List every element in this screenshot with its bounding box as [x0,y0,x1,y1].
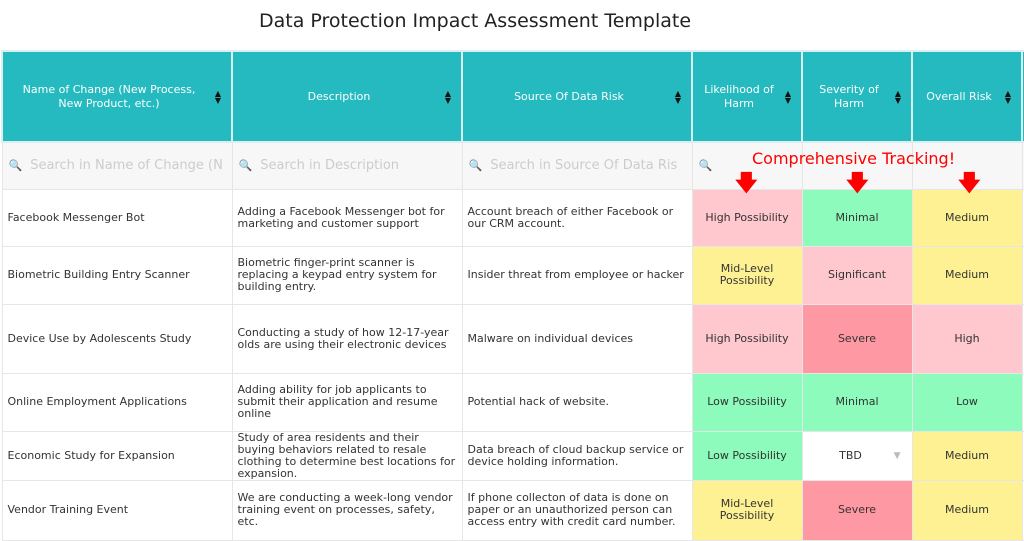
cell-description[interactable]: Adding a Facebook Messenger bot for mark… [231,188,463,247]
search-icon: 🔍 [8,158,23,172]
cell-overall[interactable]: Low [911,372,1023,432]
cell-source[interactable]: Potential hack of website. [461,372,693,432]
search-icon: 🔍 [238,158,253,172]
page-title: Data Protection Impact Assessment Templa… [258,10,692,32]
arrow-down-icon: 🡇 [735,171,758,196]
table-row: Online Employment Applications Adding abi… [1,372,1024,432]
dropdown-arrow-icon[interactable]: ▼ [893,450,901,461]
table-row: Facebook Messenger Bot Adding a Facebook … [1,188,1024,247]
cell-description[interactable]: We are conducting a week-long vendor tra… [231,479,463,541]
cell-description[interactable]: Study of area residents and their buying… [231,430,463,481]
arrow-down-icon: 🡇 [846,171,869,196]
cell-likelihood[interactable]: Mid-Level Possibility [691,479,803,541]
search-placeholder: Search in Source Of Data Ris [490,157,678,173]
cell-severity[interactable]: Minimal [801,372,913,432]
cell-source[interactable]: Insider threat from employee or hacker [461,245,693,305]
sort-icon[interactable]: ▲ ▼ [674,88,681,105]
table-row: Vendor Training Event We are conducting a… [1,479,1024,541]
header-label: Description [307,89,371,103]
header-label: Severity of Harm [819,82,879,110]
cell-name[interactable]: Vendor Training Event [1,479,233,541]
dpia-table: Name of Change (New Process, New Product… [1,50,1024,541]
column-header-overall[interactable]: Overall Risk ▲ ▼ [911,50,1023,143]
header-label: Overall Risk [926,89,992,103]
column-header-likelihood[interactable]: Likelihood of Harm ▲ ▼ [691,50,803,143]
cell-name[interactable]: Economic Study for Expansion [1,430,233,481]
cell-severity[interactable]: Severe [801,479,913,541]
column-header-description[interactable]: Description ▲ ▼ [231,50,463,143]
cell-likelihood[interactable]: High Possibility [691,303,803,374]
cell-likelihood[interactable]: Mid-Level Possibility [691,245,803,305]
cell-name[interactable]: Biometric Building Entry Scanner [1,245,233,305]
header-label: Name of Change (New Process, New Product… [22,82,196,110]
table-row: Biometric Building Entry Scanner Biometri… [1,245,1024,305]
cell-likelihood[interactable]: High Possibility [691,188,803,247]
cell-description[interactable]: Conducting a study of how 12-17-year old… [231,303,463,374]
cell-description[interactable]: Adding ability for job applicants to sub… [231,372,463,432]
column-header-source[interactable]: Source Of Data Risk ▲ ▼ [461,50,693,143]
search-icon: 🔍 [698,158,713,172]
header-label: Source Of Data Risk [514,89,624,103]
cell-severity[interactable]: Significant [801,245,913,305]
search-icon: 🔍 [468,158,483,172]
table-row: Economic Study for Expansion Study of are… [1,430,1024,481]
callout-text: Comprehensive Tracking! [752,149,956,168]
cell-overall[interactable]: Medium [911,245,1023,305]
column-header-name[interactable]: Name of Change (New Process, New Product… [1,50,233,143]
search-placeholder: Search in Name of Change (N [30,157,223,173]
cell-name[interactable]: Device Use by Adolescents Study [1,303,233,374]
cell-overall[interactable]: Medium [911,430,1023,481]
sort-icon[interactable]: ▲ ▼ [444,88,451,105]
cell-likelihood[interactable]: Low Possibility [691,372,803,432]
table-row: Device Use by Adolescents Study Conductin… [1,303,1024,374]
arrow-down-icon: 🡇 [958,171,981,196]
cell-source[interactable]: If phone collecton of data is done on pa… [461,479,693,541]
search-name[interactable]: 🔍 Search in Name of Change (N [1,141,233,190]
column-header-extra [1021,50,1024,143]
severity-dropdown[interactable]: ▼ TBD [801,430,913,481]
cell-overall[interactable]: High [911,303,1023,374]
sort-icon[interactable]: ▲ ▼ [214,88,221,105]
column-header-severity[interactable]: Severity of Harm ▲ ▼ [801,50,913,143]
cell-severity[interactable]: Severe [801,303,913,374]
sort-icon[interactable]: ▲ ▼ [784,88,791,105]
search-severity[interactable] [801,141,913,190]
search-placeholder: Search in Description [260,157,400,173]
cell-source[interactable]: Account breach of either Facebook or our… [461,188,693,247]
search-description[interactable]: 🔍 Search in Description [231,141,463,190]
cell-likelihood[interactable]: Low Possibility [691,430,803,481]
cell-name[interactable]: Facebook Messenger Bot [1,188,233,247]
dropdown-value: TBD [839,448,862,462]
sort-icon[interactable]: ▲ ▼ [894,88,901,105]
cell-source[interactable]: Data breach of cloud backup service or d… [461,430,693,481]
cell-overall[interactable]: Medium [911,188,1023,247]
header-label: Likelihood of Harm [704,82,774,110]
cell-source[interactable]: Malware on individual devices [461,303,693,374]
sort-icon[interactable]: ▲ ▼ [1004,88,1011,105]
cell-description[interactable]: Biometric finger-print scanner is replac… [231,245,463,305]
search-source[interactable]: 🔍 Search in Source Of Data Ris [461,141,693,190]
cell-severity[interactable]: Minimal [801,188,913,247]
cell-overall[interactable]: Medium [911,479,1023,541]
cell-name[interactable]: Online Employment Applications [1,372,233,432]
